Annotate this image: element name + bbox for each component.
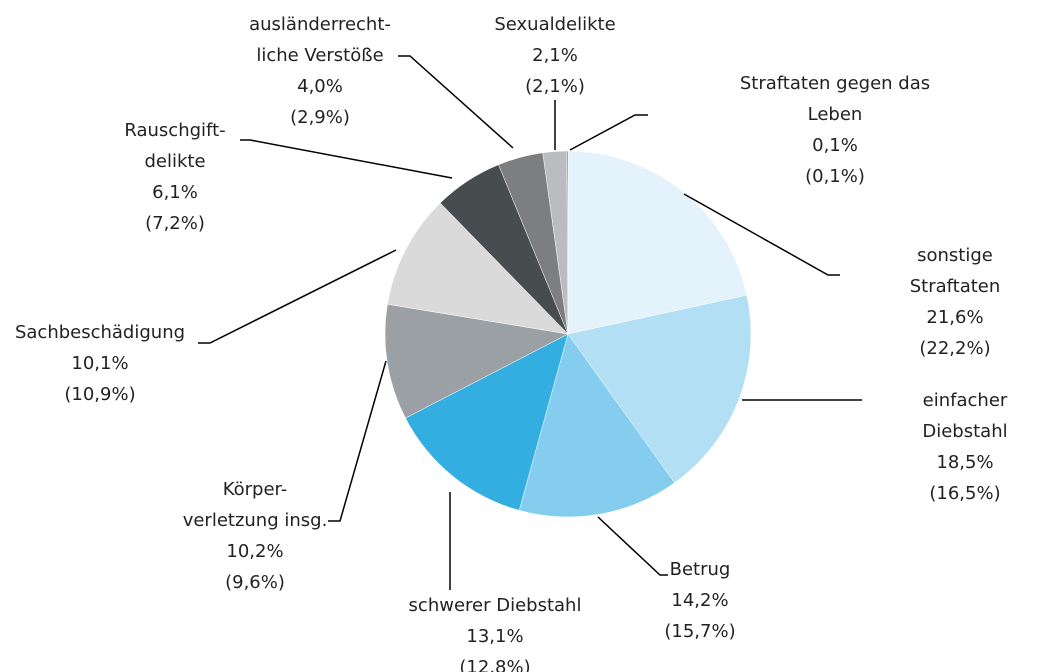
slice-label: Sachbeschädigung 10,1% (10,9%) <box>15 317 185 410</box>
value-label: 10,2% <box>226 541 284 562</box>
value-label: 10,1% <box>71 353 129 374</box>
category-label: Sachbeschädigung <box>14 322 186 343</box>
leader-line <box>198 249 397 344</box>
category-label: Sexualdelikte <box>494 14 616 35</box>
leader-line <box>569 114 648 151</box>
category-label: Rauschgift- delikte <box>124 120 226 172</box>
category-label: Straftaten gegen das Leben <box>739 73 931 125</box>
value-label: 21,6% <box>926 307 984 328</box>
pie-slice <box>567 294 752 484</box>
value-label: 2,1% <box>532 45 578 66</box>
value-label: 4,0% <box>297 76 343 97</box>
category-label: Körper- verletzung insg. <box>182 479 328 531</box>
value-label: 0,1% <box>812 135 858 156</box>
pie-slice <box>566 150 569 335</box>
value-label: (2,9%) <box>290 107 350 128</box>
value-label: (22,2%) <box>919 338 991 359</box>
pie-slice <box>518 333 675 518</box>
value-label: (16,5%) <box>929 483 1001 504</box>
category-label: einfacher Diebstahl <box>922 390 1008 442</box>
category-label: Betrug <box>669 559 731 580</box>
slice-label: Rauschgift- delikte 6,1% (7,2%) <box>124 115 225 239</box>
leader-line <box>398 55 514 149</box>
leader-line <box>597 516 668 576</box>
value-label: 14,2% <box>671 590 729 611</box>
value-label: 13,1% <box>466 626 524 647</box>
leader-line <box>240 139 453 179</box>
leader-line <box>683 193 840 276</box>
value-label: (2,1%) <box>525 76 585 97</box>
value-label: (12,8%) <box>459 657 531 672</box>
slice-label: Betrug 14,2% (15,7%) <box>664 554 735 647</box>
value-label: (9,6%) <box>225 572 285 593</box>
slice-label: Straftaten gegen das Leben 0,1% (0,1%) <box>723 68 948 192</box>
value-label: (15,7%) <box>664 621 736 642</box>
value-label: 18,5% <box>936 452 994 473</box>
category-label: ausländerrecht- liche Verstöße <box>249 14 391 66</box>
value-label: (10,9%) <box>64 384 136 405</box>
category-label: schwerer Diebstahl <box>408 595 582 616</box>
slice-label: einfacher Diebstahl 18,5% (16,5%) <box>918 385 1013 509</box>
slice-label: Sexualdelikte 2,1% (2,1%) <box>494 9 615 102</box>
slice-label: Körper- verletzung insg. 10,2% (9,6%) <box>183 474 328 598</box>
category-label: sonstige Straftaten <box>909 245 1001 297</box>
value-label: 6,1% <box>152 182 198 203</box>
slice-label: schwerer Diebstahl 13,1% (12,8%) <box>409 590 582 672</box>
pie-slice <box>405 333 569 511</box>
pie-slice <box>387 202 569 335</box>
leader-line <box>328 360 387 522</box>
pie-slice <box>567 150 748 335</box>
slice-label: ausländerrecht- liche Verstöße 4,0% (2,9%) <box>249 9 391 133</box>
value-label: (7,2%) <box>145 213 205 234</box>
pie-slice <box>384 303 569 419</box>
slice-label: sonstige Straftaten 21,6% (22,2%) <box>903 240 1008 364</box>
value-label: (0,1%) <box>805 166 865 187</box>
